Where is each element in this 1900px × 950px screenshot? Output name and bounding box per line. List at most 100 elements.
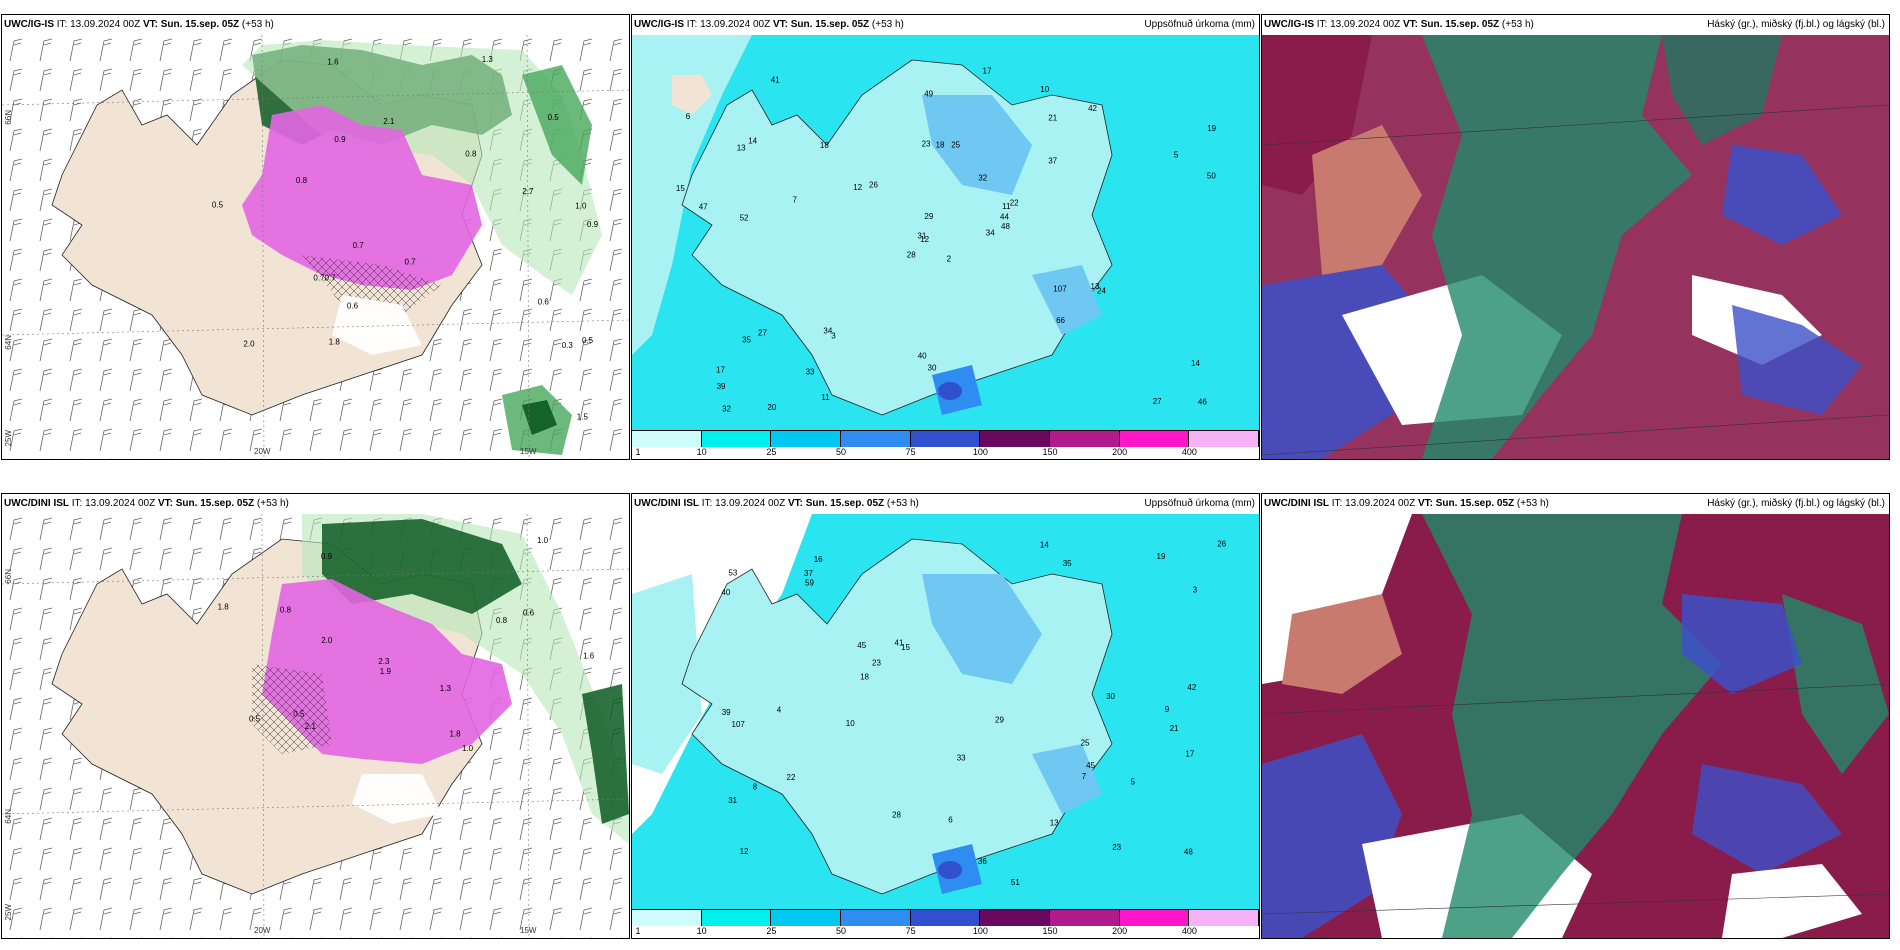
lat-label-64: 64N <box>4 335 13 350</box>
value-label: 30 <box>928 363 937 372</box>
value-label: 0.70.7 <box>313 274 336 283</box>
value-label: 0.5 <box>212 200 224 209</box>
value-label: 34 <box>986 229 995 238</box>
panel-header: UWC/IG-IS IT: 13.09.2024 00Z VT: Sun. 15… <box>632 15 1259 35</box>
colorbar-swatch <box>841 431 911 447</box>
value-label: 19 <box>1207 124 1216 133</box>
colorbar-label: 400 <box>1181 447 1197 457</box>
colorbar-swatch <box>1050 431 1120 447</box>
value-label: 29 <box>995 716 1004 725</box>
value-label: 24 <box>1097 287 1106 296</box>
value-label: 40 <box>721 588 730 597</box>
snow-map: 1.0 0.9 0.5 0.8 0.6 1.8 1.6 2.0 1.9 2.1 0.5 1.8 2.3 1… <box>2 514 629 938</box>
value-label: 7 <box>793 196 798 205</box>
value-label: 21 <box>1048 113 1057 122</box>
value-label: 107 <box>732 720 746 729</box>
lead-time: (+53 h) <box>1501 19 1534 30</box>
value-label: 0.3 <box>562 341 574 350</box>
model-name: UWC/IG-IS <box>4 19 54 30</box>
value-label: 1.0 <box>462 744 474 753</box>
init-time: IT: 13.09.2024 00Z <box>71 498 156 509</box>
value-label: 5 <box>1174 151 1179 160</box>
value-label: 28 <box>892 811 901 820</box>
lat-label-66: 66N <box>4 569 13 584</box>
value-label: 26 <box>1217 540 1226 549</box>
precip-values: 2 13 12 17 11 3 10 25 21 34 41 46 52 19 28 37 20 23 32 27 26… <box>676 66 1217 413</box>
colorbar-swatch <box>910 431 981 447</box>
value-label: 33 <box>957 753 966 762</box>
value-label: 0.7 <box>405 257 417 266</box>
value-label: 107 <box>1053 284 1067 293</box>
precip-map-svg: 2131217113102521344146521928372023322726… <box>632 35 1259 459</box>
panel-snow-top: UWC/IG-IS IT: 13.09.2024 00Z VT: Sun. 15… <box>1 14 630 460</box>
value-label: 16 <box>814 555 823 564</box>
value-label: 2.1 <box>383 117 395 126</box>
valid-time: VT: Sun. 15.sep. 05Z <box>1417 498 1515 509</box>
value-label: 51 <box>1011 878 1020 887</box>
value-label: 15 <box>676 184 685 193</box>
value-label: 0.9 <box>321 552 333 561</box>
colorbar-label: 1 <box>635 926 641 936</box>
value-label: 39 <box>722 708 731 717</box>
model-name: UWC/IG-IS <box>1264 19 1314 30</box>
value-label: 35 <box>1063 559 1072 568</box>
snow-map-svg: 1.00.90.50.8 0.61.81.62.01.92.10.51.82.31… <box>2 514 629 938</box>
green-north <box>322 519 522 614</box>
value-label: 13 <box>1050 819 1059 828</box>
colorbar-label: 150 <box>1042 447 1058 457</box>
value-label: 1.3 <box>440 684 452 693</box>
clouds-map-svg <box>1262 514 1889 938</box>
value-label: 20 <box>767 403 776 412</box>
colorbar-label: 50 <box>835 447 847 457</box>
value-label: 37 <box>804 569 813 578</box>
colorbar-swatch <box>1189 431 1259 447</box>
colorbar-label: 75 <box>905 926 916 936</box>
value-label: 12 <box>920 235 929 244</box>
colorbar-label: 75 <box>905 447 916 457</box>
value-label: 12 <box>740 847 749 856</box>
lon-label-20: 20W <box>254 447 271 456</box>
value-label: 12 <box>853 183 862 192</box>
value-label: 0.6 <box>538 298 550 307</box>
colorbar-swatch <box>910 910 981 926</box>
colorbar-label: 25 <box>766 926 777 936</box>
colorbar-swatch <box>1189 910 1259 926</box>
value-label: 46 <box>1198 398 1207 407</box>
value-label: 32 <box>722 405 731 414</box>
panel-header: UWC/IG-IS IT: 13.09.2024 00Z VT: Sun. 15… <box>2 15 629 35</box>
value-label: 1.3 <box>482 55 494 64</box>
value-label: 11 <box>1002 202 1011 211</box>
value-label: 21 <box>1170 724 1179 733</box>
value-label: 30 <box>1106 692 1115 701</box>
value-label: 1.0 <box>575 202 587 211</box>
value-label: 35 <box>742 336 751 345</box>
value-label: 52 <box>740 214 749 223</box>
value-label: 17 <box>1185 749 1194 758</box>
value-label: 0.8 <box>280 606 292 615</box>
lon-label-15: 15W <box>520 926 537 935</box>
colorbar-swatch <box>980 910 1050 926</box>
value-label: 25 <box>951 140 960 149</box>
colorbar-label: 10 <box>696 447 707 457</box>
colorbar-swatch <box>1119 431 1190 447</box>
lead-time: (+53 h) <box>256 498 289 509</box>
valid-time: VT: Sun. 15.sep. 05Z <box>787 498 885 509</box>
value-label: 0.5 <box>293 709 305 718</box>
value-label: 44 <box>1000 212 1009 221</box>
value-label: 37 <box>1048 156 1057 165</box>
value-label: 1.8 <box>450 729 462 738</box>
snow-map-svg: 0.91.00.80.90.70.50.61.30.30.50.80.62.71… <box>2 35 629 459</box>
value-label: 66 <box>1056 316 1065 325</box>
colorbar-label: 1 <box>635 447 641 457</box>
value-label: 0.7 <box>353 241 365 250</box>
value-label: 25 <box>1081 739 1090 748</box>
value-label: 2.7 <box>522 187 534 196</box>
value-label: 10 <box>846 719 855 728</box>
clouds-map-svg <box>1262 35 1889 459</box>
value-label: 53 <box>728 568 737 577</box>
value-label: 59 <box>805 579 814 588</box>
valid-time: VT: Sun. 15.sep. 05Z <box>1402 19 1500 30</box>
value-label: 2 <box>947 254 952 263</box>
colorbar-label: 200 <box>1112 926 1128 936</box>
value-label: 41 <box>895 639 904 648</box>
